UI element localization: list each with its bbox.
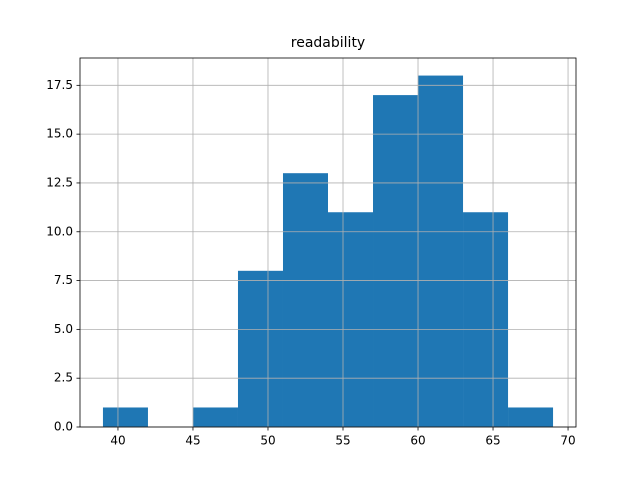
y-tick-label: 10.0 xyxy=(46,224,73,238)
bar xyxy=(102,407,148,427)
chart-title: readability xyxy=(291,35,365,51)
bar xyxy=(328,212,374,427)
x-tick-label: 40 xyxy=(110,434,125,448)
bar xyxy=(373,95,419,427)
y-tick-label: 0.0 xyxy=(54,420,73,434)
y-tick-label: 12.5 xyxy=(46,175,73,189)
y-tick-label: 5.0 xyxy=(54,322,73,336)
bar xyxy=(192,407,238,427)
y-tick-label: 15.0 xyxy=(46,127,73,141)
bar xyxy=(282,173,328,427)
bar xyxy=(237,270,283,427)
x-tick-label: 60 xyxy=(410,434,425,448)
axes-frame xyxy=(79,57,577,428)
y-tick-label: 17.5 xyxy=(46,78,73,92)
x-tick-label: 45 xyxy=(185,434,200,448)
x-tick-label: 70 xyxy=(560,434,575,448)
bar xyxy=(508,407,554,427)
x-tick-label: 65 xyxy=(485,434,500,448)
bar xyxy=(463,212,509,427)
x-tick-label: 55 xyxy=(335,434,350,448)
x-tick-label: 50 xyxy=(260,434,275,448)
y-tick-label: 7.5 xyxy=(54,273,73,287)
bar xyxy=(418,75,464,428)
y-tick-label: 2.5 xyxy=(54,371,73,385)
